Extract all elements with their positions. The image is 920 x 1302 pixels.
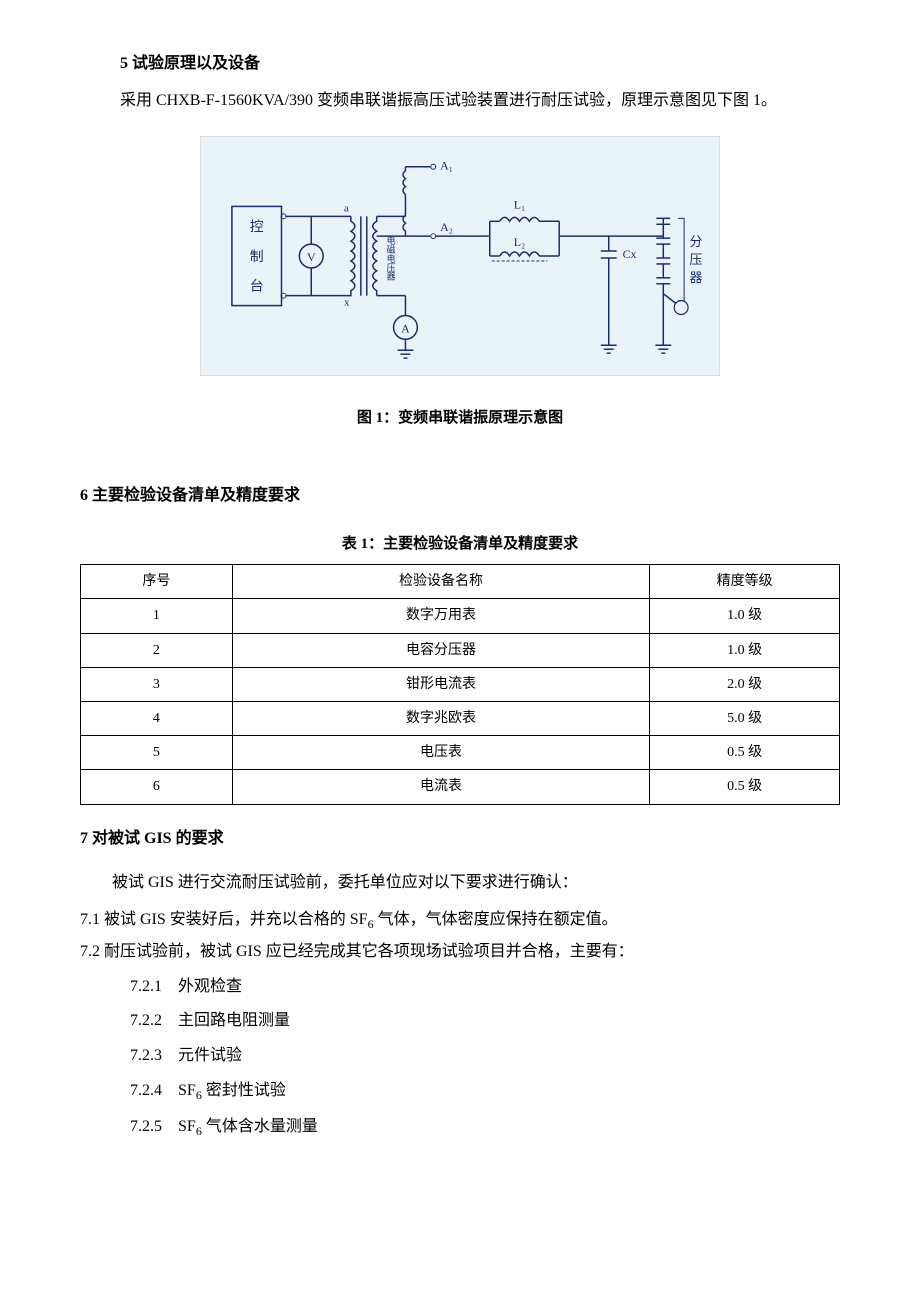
circuit-diagram: 控 制 台 V a x 电磁电压器 — [200, 136, 720, 376]
diagram-container: 控 制 台 V a x 电磁电压器 — [80, 136, 840, 386]
section-7-item-1: 7.1 被试 GIS 安装好后，并充以合格的 SF6 气体，气体密度应保持在额定… — [80, 906, 840, 936]
figure-1-caption: 图 1：变频串联谐振原理示意图 — [80, 405, 840, 432]
section-5-body: 采用 CHXB-F-1560KVA/390 变频串联谐振高压试验装置进行耐压试验… — [80, 87, 840, 116]
transformer-secondary — [373, 216, 377, 295]
section-7-subitem-1: 7.2.1 外观检查 — [80, 973, 840, 1002]
equipment-table: 序号 检验设备名称 精度等级 1 数字万用表 1.0 级 2 电容分压器 1.0… — [80, 564, 840, 804]
cell-grade: 2.0 级 — [650, 667, 840, 701]
cell-name: 数字万用表 — [232, 599, 649, 633]
cell-grade: 0.5 级 — [650, 770, 840, 804]
inductor-l2 — [500, 252, 540, 256]
section-7-heading: 7 对被试 GIS 的要求 — [80, 825, 840, 854]
table-row: 3 钳形电流表 2.0 级 — [81, 667, 840, 701]
cell-seq: 1 — [81, 599, 233, 633]
cell-name: 钳形电流表 — [232, 667, 649, 701]
cell-grade: 0.5 级 — [650, 736, 840, 770]
section-6-heading: 6 主要检验设备清单及精度要求 — [80, 482, 840, 511]
label-a2: A₂ — [440, 220, 453, 234]
cell-name: 电压表 — [232, 736, 649, 770]
cell-name: 数字兆欧表 — [232, 701, 649, 735]
ground-icon-3 — [655, 345, 671, 353]
transformer-primary — [341, 216, 355, 295]
divider-label-2: 压 — [690, 253, 703, 267]
section-7-item-2: 7.2 耐压试验前，被试 GIS 应已经完成其它各项现场试验项目并合格，主要有： — [80, 938, 840, 967]
control-box-label-2: 制 — [250, 249, 264, 265]
schematic-svg: 控 制 台 V a x 电磁电压器 — [201, 137, 719, 375]
table-row: 6 电流表 0.5 级 — [81, 770, 840, 804]
section-7-body: 被试 GIS 进行交流耐压试验前，委托单位应对以下要求进行确认： — [80, 869, 840, 898]
ground-icon-1 — [398, 350, 414, 358]
col-header-name: 检验设备名称 — [232, 565, 649, 599]
section-7-subitem-4: 7.2.4 SF6 密封性试验 — [80, 1077, 840, 1107]
label-x-small: x — [344, 296, 350, 308]
cell-grade: 1.0 级 — [650, 633, 840, 667]
cell-seq: 5 — [81, 736, 233, 770]
ammeter-label: A — [401, 321, 410, 335]
voltmeter-label: V — [307, 250, 316, 264]
cell-seq: 4 — [81, 701, 233, 735]
cell-name: 电流表 — [232, 770, 649, 804]
table-row: 5 电压表 0.5 级 — [81, 736, 840, 770]
cell-grade: 1.0 级 — [650, 599, 840, 633]
col-header-grade: 精度等级 — [650, 565, 840, 599]
label-cx: Cx — [623, 247, 637, 261]
cell-seq: 2 — [81, 633, 233, 667]
table-1-caption: 表 1：主要检验设备清单及精度要求 — [80, 531, 840, 558]
table-row: 1 数字万用表 1.0 级 — [81, 599, 840, 633]
section-7-subitem-2: 7.2.2 主回路电阻测量 — [80, 1007, 840, 1036]
ground-icon-2 — [601, 345, 617, 353]
label-l1: L₁ — [514, 197, 525, 211]
section-7-subitem-5: 7.2.5 SF6 气体含水量测量 — [80, 1113, 840, 1143]
label-a1: A₁ — [440, 158, 453, 172]
inductor-l1 — [500, 217, 540, 221]
divider-label-3: 器 — [690, 270, 703, 284]
control-box-label-1: 控 — [250, 219, 264, 235]
cell-seq: 3 — [81, 667, 233, 701]
cell-name: 电容分压器 — [232, 633, 649, 667]
divider-meter-icon — [674, 300, 688, 314]
table-header-row: 序号 检验设备名称 精度等级 — [81, 565, 840, 599]
label-a-small: a — [344, 202, 349, 214]
divider-label-1: 分 — [690, 235, 703, 249]
cell-grade: 5.0 级 — [650, 701, 840, 735]
table-row: 4 数字兆欧表 5.0 级 — [81, 701, 840, 735]
cell-seq: 6 — [81, 770, 233, 804]
control-box-label-3: 台 — [250, 278, 264, 294]
divider-stack — [656, 218, 670, 300]
label-l2: L₂ — [514, 235, 525, 249]
section-5-heading: 5 试验原理以及设备 — [80, 50, 840, 79]
transformer-side-label: 电磁电压器 — [386, 235, 396, 281]
col-header-seq: 序号 — [81, 565, 233, 599]
section-7-subitem-3: 7.2.3 元件试验 — [80, 1042, 840, 1071]
table-row: 2 电容分压器 1.0 级 — [81, 633, 840, 667]
